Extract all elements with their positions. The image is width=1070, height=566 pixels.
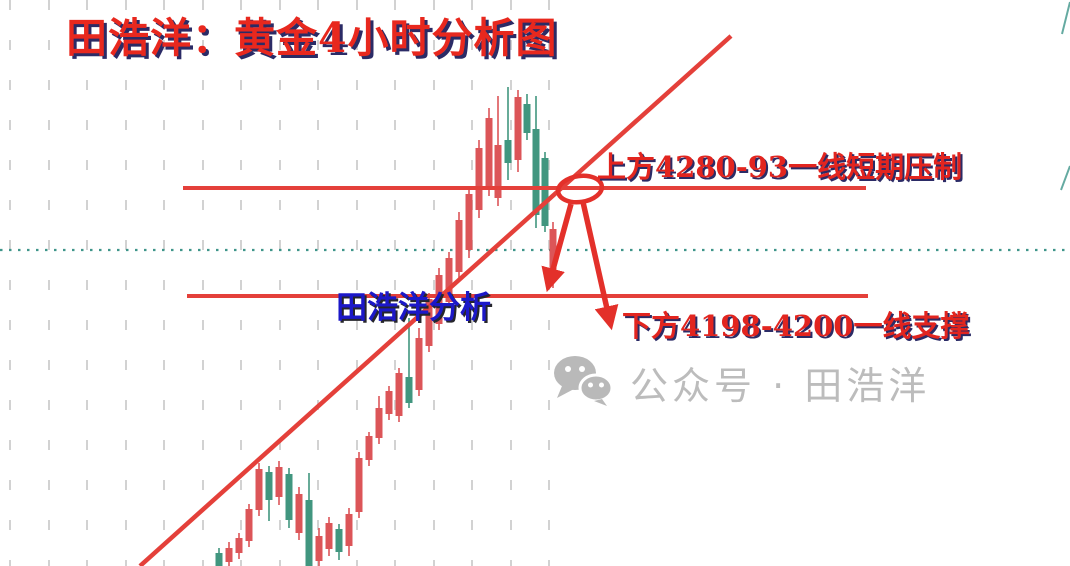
candle-body xyxy=(504,140,512,163)
candle-body xyxy=(455,220,463,272)
candle-body xyxy=(325,523,333,549)
candle-body xyxy=(514,97,522,160)
watermark: 公众号 · 田浩洋 xyxy=(552,354,930,410)
watermark-text: 公众号 · 田浩洋 xyxy=(630,363,931,408)
candle-body xyxy=(395,373,403,416)
chart-title: 田浩洋：黄金4小时分析图 xyxy=(66,14,558,62)
candle-body xyxy=(375,408,383,438)
candle-body xyxy=(541,158,549,226)
candle-body xyxy=(245,509,253,541)
candle-body xyxy=(235,538,243,553)
candle-body xyxy=(532,129,540,215)
down-arrow xyxy=(541,203,574,293)
candle-body xyxy=(465,194,473,250)
candle-body xyxy=(275,467,283,497)
candle-body xyxy=(295,494,303,533)
candle-body xyxy=(523,104,531,133)
candle-body xyxy=(415,338,423,390)
candle-body xyxy=(305,500,313,566)
candle-body xyxy=(335,529,343,552)
candle-body xyxy=(365,436,373,460)
candle-body xyxy=(215,553,223,566)
edge-fragment xyxy=(1061,1,1070,35)
candle-body xyxy=(494,145,502,198)
down-arrow xyxy=(580,201,619,331)
edge-fragment xyxy=(1060,165,1070,191)
candle-body xyxy=(265,472,273,500)
wechat-icon xyxy=(552,354,616,410)
candle-body xyxy=(475,148,483,210)
candle-body xyxy=(315,536,323,561)
resistance-annotation: 上方4280-93一线短期压制 xyxy=(597,150,963,184)
analyst-annotation: 田浩洋分析 xyxy=(336,290,491,326)
candle-body xyxy=(485,118,493,190)
support-annotation: 下方4198-4200一线支撑 xyxy=(622,309,970,343)
candle-body xyxy=(285,474,293,520)
candle-body xyxy=(445,258,453,302)
candle-body xyxy=(549,229,557,276)
candle-body xyxy=(405,377,413,403)
highlight-ellipse xyxy=(555,173,605,205)
candle-body xyxy=(345,514,353,546)
trendline xyxy=(138,34,733,566)
candle-body xyxy=(425,299,433,346)
candle-body xyxy=(255,469,263,510)
candle-body xyxy=(225,548,233,562)
candle-body xyxy=(355,458,363,512)
candle-body xyxy=(385,391,393,414)
